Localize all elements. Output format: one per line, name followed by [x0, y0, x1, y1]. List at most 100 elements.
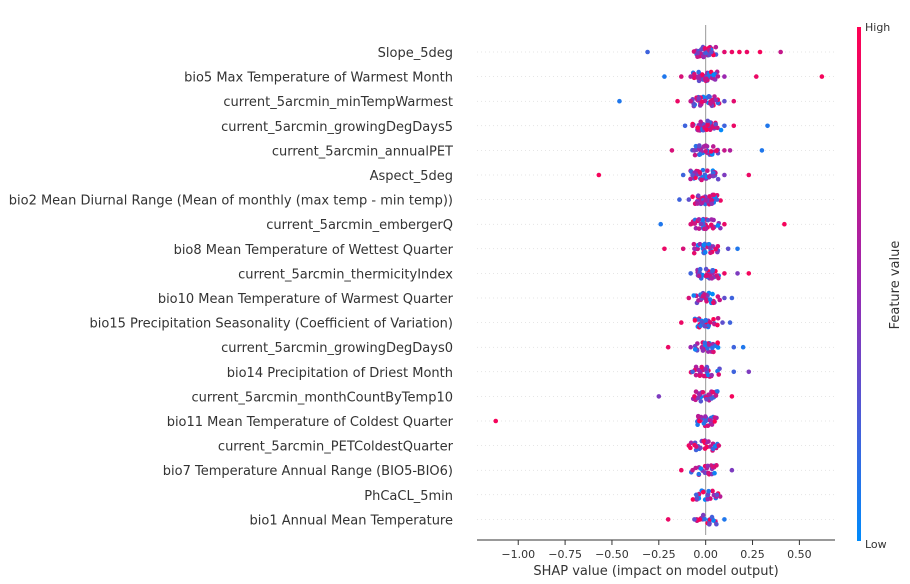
x-tick-label: 0.00 [693, 548, 718, 561]
shap-point [696, 143, 702, 148]
shap-point [688, 271, 693, 276]
shap-point [727, 148, 733, 153]
shap-point [722, 172, 727, 178]
shap-point [702, 323, 708, 329]
shap-point [596, 172, 602, 178]
shap-point [695, 50, 700, 56]
feature-label: Aspect_5deg [370, 169, 453, 184]
shap-point [703, 197, 708, 203]
shap-point [715, 389, 720, 394]
shap-point [703, 418, 708, 424]
shap-point [722, 148, 727, 153]
shap-point [703, 414, 708, 419]
shap-point [744, 49, 750, 55]
shap-point [709, 276, 715, 281]
shap-point [712, 470, 717, 476]
shap-point [716, 372, 722, 377]
shap-point [702, 516, 707, 522]
shap-point [699, 99, 705, 105]
shap-point [753, 74, 759, 79]
shap-point [722, 517, 727, 522]
shap-point [711, 192, 717, 198]
shap-point [690, 497, 696, 502]
shap-point [699, 364, 704, 370]
shap-point [658, 221, 663, 227]
shap-point [731, 123, 737, 129]
shap-point [710, 144, 716, 149]
shap-point [703, 266, 709, 272]
shap-point [819, 74, 825, 79]
shap-point [757, 49, 763, 55]
shap-point [717, 297, 723, 303]
shap-point [696, 95, 702, 101]
colorbar: High Low Feature value [857, 21, 903, 551]
shap-point [704, 444, 710, 450]
shap-point [711, 300, 716, 306]
feature-label: bio14 Precipitation of Driest Month [227, 366, 453, 381]
feature-label: bio7 Temperature Annual Range (BIO5-BIO6… [163, 464, 453, 479]
feature-label: bio10 Mean Temperature of Warmest Quarte… [158, 292, 454, 307]
shap-point [705, 372, 711, 378]
feature-label: current_5arcmin_thermicityIndex [238, 267, 453, 282]
shap-point [680, 172, 686, 178]
shap-point [705, 346, 710, 351]
shap-point [718, 198, 723, 203]
shap-point [703, 317, 709, 323]
shap-point [735, 271, 740, 276]
shap-point [709, 514, 715, 520]
shap-point [700, 489, 706, 495]
shap-point [722, 98, 727, 104]
shap-point [714, 492, 720, 498]
x-axis-label: SHAP value (impact on model output) [533, 564, 778, 579]
shap-point [710, 291, 715, 297]
shap-point [712, 419, 717, 424]
shap-point [701, 54, 706, 60]
shap-point [778, 49, 783, 55]
feature-label: current_5arcmin_growingDegDays5 [221, 120, 453, 135]
shap-point [617, 98, 622, 104]
shap-point [696, 217, 702, 222]
shap-point [710, 345, 715, 351]
x-tick-label: 0.25 [740, 548, 765, 561]
shap-point [722, 295, 727, 301]
shap-point [695, 395, 701, 401]
shap-point [695, 422, 700, 428]
shap-point [699, 200, 705, 206]
shap-point [691, 49, 697, 54]
feature-label: current_5arcmin_PETColdestQuarter [218, 440, 454, 455]
shap-point [697, 418, 702, 424]
shap-point [698, 221, 704, 227]
feature-label: current_5arcmin_minTempWarmest [223, 95, 453, 110]
shap-point [697, 152, 703, 157]
shap-point [662, 246, 667, 252]
x-tick-label: −0.50 [595, 548, 629, 561]
shap-point [722, 271, 727, 276]
shap-point [729, 467, 735, 473]
shap-point [700, 293, 706, 299]
colorbar-low-label: Low [865, 538, 887, 551]
shap-point [695, 125, 700, 131]
shap-point [669, 148, 675, 153]
shap-point [686, 443, 692, 448]
shap-point [709, 396, 714, 401]
shap-point [711, 316, 716, 322]
feature-label: Slope_5deg [378, 46, 453, 61]
shap-point [704, 272, 709, 278]
shap-point [656, 394, 662, 399]
shap-point [705, 118, 710, 124]
shap-point [714, 273, 720, 278]
shap-point [715, 176, 721, 182]
shap-point [710, 446, 716, 452]
shap-point [693, 389, 699, 394]
feature-label: current_5arcmin_monthCountByTemp10 [192, 390, 453, 405]
shap-point [706, 470, 711, 476]
shap-point [706, 522, 712, 527]
feature-label: current_5arcmin_annualPET [272, 144, 453, 159]
shap-point [713, 122, 719, 127]
shap-point [700, 217, 705, 223]
shap-point [705, 496, 710, 502]
shap-point [706, 488, 711, 494]
shap-point [707, 297, 713, 302]
shap-point [702, 226, 707, 231]
shap-point [696, 367, 702, 373]
